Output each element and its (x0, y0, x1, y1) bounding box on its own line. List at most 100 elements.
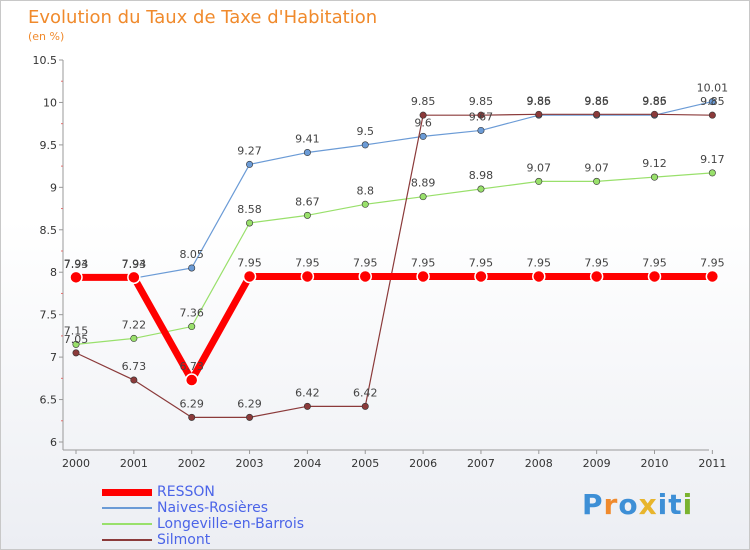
data-point (708, 98, 716, 106)
legend-label: Naives-Rosières (157, 500, 269, 516)
data-point-core (304, 273, 311, 280)
data-label: 6.42 (353, 386, 378, 399)
data-label: 9.86 (584, 94, 609, 107)
data-point (650, 173, 658, 181)
y-tick-label: 6.5 (40, 394, 58, 407)
data-point-core (535, 273, 542, 280)
data-label: 9.85 (469, 95, 494, 108)
data-label: 7.95 (642, 256, 667, 269)
data-point (477, 111, 485, 119)
data-point (361, 402, 369, 410)
data-label: 9.12 (642, 157, 667, 170)
data-label: 8.58 (237, 203, 262, 216)
data-point (419, 193, 427, 201)
data-label: 9.86 (642, 94, 667, 107)
data-point (361, 141, 369, 149)
data-point-core (651, 273, 658, 280)
data-label: 8.8 (357, 184, 375, 197)
x-tick-label: 2004 (293, 457, 321, 470)
x-tick-label: 2001 (120, 457, 148, 470)
x-tick-label: 2010 (641, 457, 669, 470)
data-label: 7.95 (700, 256, 725, 269)
data-label: 7.93 (64, 258, 89, 271)
y-tick-label: 9.5 (40, 139, 58, 152)
logo-letter: i (657, 488, 669, 521)
y-tick-label: 10 (43, 96, 57, 109)
x-tick-label: 2011 (698, 457, 726, 470)
legend-swatch (102, 488, 152, 496)
y-tick-label: 7 (50, 351, 57, 364)
data-point (593, 110, 601, 118)
data-label: 7.36 (179, 307, 204, 320)
data-point-core (593, 273, 600, 280)
data-label: 9.07 (584, 161, 609, 174)
proxiti-logo: Proxiti (582, 488, 693, 521)
data-point (593, 177, 601, 185)
y-tick-label: 9 (50, 181, 57, 194)
data-point-core (362, 273, 369, 280)
data-point (130, 334, 138, 342)
data-point-core (477, 273, 484, 280)
series-line-silmont (75, 113, 713, 418)
chart-subtitle: (en %) (28, 30, 65, 43)
data-point (72, 349, 80, 357)
data-label: 8.67 (295, 195, 320, 208)
data-label: 7.94 (64, 257, 89, 270)
data-label: 9.67 (469, 110, 494, 123)
data-point-core (188, 377, 195, 384)
data-label: 6.73 (179, 360, 204, 373)
data-point (246, 219, 254, 227)
data-point-core (246, 273, 253, 280)
data-point (303, 402, 311, 410)
data-point (361, 200, 369, 208)
legend-item: Silmont (102, 532, 210, 548)
data-label: 7.95 (527, 256, 552, 269)
data-label: 7.05 (64, 333, 89, 346)
data-label: 6.42 (295, 386, 320, 399)
data-label: 7.95 (411, 256, 436, 269)
data-label: 9.27 (237, 144, 262, 157)
legend-item: RESSON (102, 484, 215, 500)
data-label: 8.89 (411, 177, 436, 190)
data-label: 7.15 (64, 324, 89, 337)
data-label: 6.29 (237, 397, 262, 410)
x-tick-label: 2005 (351, 457, 379, 470)
data-point (477, 126, 485, 134)
data-label: 9.17 (700, 153, 725, 166)
data-label: 7.95 (353, 256, 378, 269)
logo-letter: o (618, 488, 639, 521)
legend-label: RESSON (157, 484, 215, 500)
data-point (477, 185, 485, 193)
logo-letter: i (682, 488, 694, 521)
y-tick-label: 10.5 (33, 54, 58, 67)
y-tick-label: 7.5 (40, 309, 58, 322)
logo-letter: x (638, 488, 658, 521)
data-point (72, 340, 80, 348)
data-point-core (130, 274, 137, 281)
legend-swatch (102, 539, 152, 541)
legend-item: Naives-Rosières (102, 500, 268, 516)
data-point (650, 110, 658, 118)
series-line-longeville-en-barrois (75, 172, 713, 345)
y-tick-label: 6 (50, 436, 57, 449)
data-label: 7.94 (122, 257, 147, 270)
data-point (130, 376, 138, 384)
data-label: 9.85 (642, 95, 667, 108)
y-tick-label: 8.5 (40, 224, 58, 237)
data-label: 6.29 (179, 397, 204, 410)
x-tick-label: 2008 (525, 457, 553, 470)
data-label: 7.93 (122, 258, 147, 271)
logo-letter: r (603, 488, 619, 521)
legend-label: Longeville-en-Barrois (157, 516, 305, 532)
data-point (188, 323, 196, 331)
data-label: 7.95 (237, 256, 262, 269)
data-label: 9.41 (295, 133, 320, 146)
data-label: 9.86 (527, 94, 552, 107)
x-tick-label: 2007 (467, 457, 495, 470)
data-point (419, 111, 427, 119)
series-line-resson (76, 272, 713, 384)
data-point (188, 264, 196, 272)
series-line-naives-rosi-res (76, 101, 713, 279)
